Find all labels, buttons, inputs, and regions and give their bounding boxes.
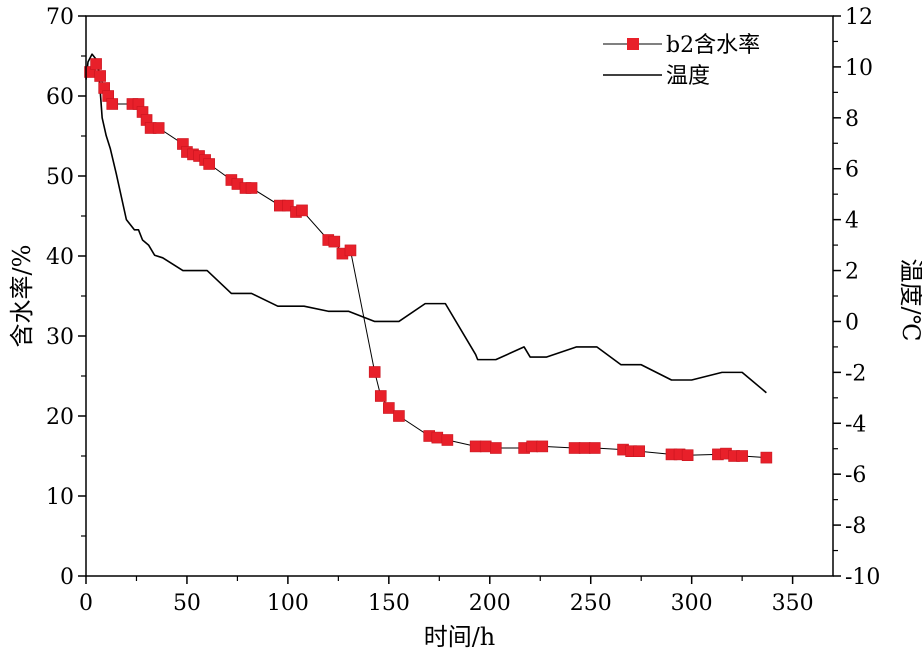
moisture-point [90, 58, 102, 70]
legend-moisture-marker [627, 38, 639, 50]
y-left-tick-label: 40 [46, 245, 74, 270]
y-right-tick-label: 8 [845, 107, 859, 132]
moisture-point [441, 434, 454, 446]
moisture-point [282, 199, 294, 212]
moisture-point [681, 449, 694, 462]
y-left-tick-label: 60 [46, 85, 74, 110]
y-right-tick-label: -2 [845, 361, 866, 386]
series-line-moisture [89, 62, 767, 459]
moisture-point [328, 235, 341, 248]
x-tick-label: 350 [772, 591, 814, 616]
y-left-tick-label: 0 [60, 565, 74, 590]
moisture-point [374, 390, 387, 402]
legend: b2含水率 温度 [603, 33, 760, 89]
axis-titles: 时间/h 含水率/% 温度/℃ [8, 245, 922, 651]
plot-frame [85, 15, 834, 577]
y-left-tick-label: 20 [46, 405, 74, 430]
y-right-tick-label: 2 [845, 260, 859, 285]
legend-moisture-label: b2含水率 [666, 33, 760, 58]
x-tick-label: 0 [79, 591, 93, 616]
moisture-point [344, 244, 357, 257]
y-right-tick-label: 4 [845, 209, 859, 234]
legend-temperature-label: 温度 [666, 64, 710, 89]
ticks-layer: 0 50 100 150 200 250 300 350010203040506070-10-… [46, 5, 880, 616]
x-tick-label: 100 [267, 591, 309, 616]
x-axis-title: 时间/h [424, 623, 496, 651]
series-temperature-layer [85, 53, 767, 394]
moisture-point [568, 442, 581, 454]
plot-border [85, 15, 834, 577]
y-right-axis-title: 温度/℃ [897, 259, 922, 342]
moisture-point [393, 410, 405, 422]
moisture-point [368, 366, 381, 378]
x-tick-label: 300 [671, 591, 713, 616]
moisture-point [633, 445, 645, 458]
moisture-point [296, 204, 308, 217]
y-right-tick-label: -6 [845, 463, 866, 488]
moisture-point [431, 431, 444, 444]
moisture-point [479, 440, 492, 453]
y-left-tick-label: 30 [46, 325, 74, 350]
moisture-point [152, 122, 165, 134]
moisture-point [490, 442, 502, 454]
y-right-tick-label: -4 [845, 412, 866, 437]
moisture-point [469, 440, 482, 453]
y-left-tick-label: 10 [46, 485, 74, 510]
y-left-axis-title: 含水率/% [8, 245, 36, 348]
y-right-tick-label: 0 [845, 310, 859, 335]
series-moisture-layer [84, 58, 773, 464]
moisture-point [526, 440, 538, 453]
moisture-point [588, 442, 601, 454]
x-tick-label: 50 [173, 591, 201, 616]
moisture-point [760, 451, 773, 464]
y-right-tick-label: 10 [845, 56, 873, 81]
moisture-point [94, 70, 106, 82]
moisture-point [736, 450, 748, 462]
y-left-tick-label: 50 [46, 165, 74, 190]
x-tick-label: 200 [469, 591, 511, 616]
moisture-point [203, 158, 215, 170]
moisture-point [536, 440, 549, 453]
moisture-point [383, 402, 395, 414]
y-right-tick-label: 6 [845, 158, 859, 183]
x-tick-label: 250 [570, 591, 612, 616]
x-tick-label: 150 [368, 591, 410, 616]
y-right-tick-label: -8 [845, 514, 866, 539]
y-right-tick-label: 12 [845, 5, 873, 30]
moisture-point [245, 182, 258, 194]
y-left-tick-label: 70 [46, 5, 74, 30]
y-right-tick-label: -10 [845, 565, 880, 590]
moisture-point [106, 98, 119, 110]
moisture-point [578, 442, 591, 454]
series-line-temperature [85, 53, 767, 394]
